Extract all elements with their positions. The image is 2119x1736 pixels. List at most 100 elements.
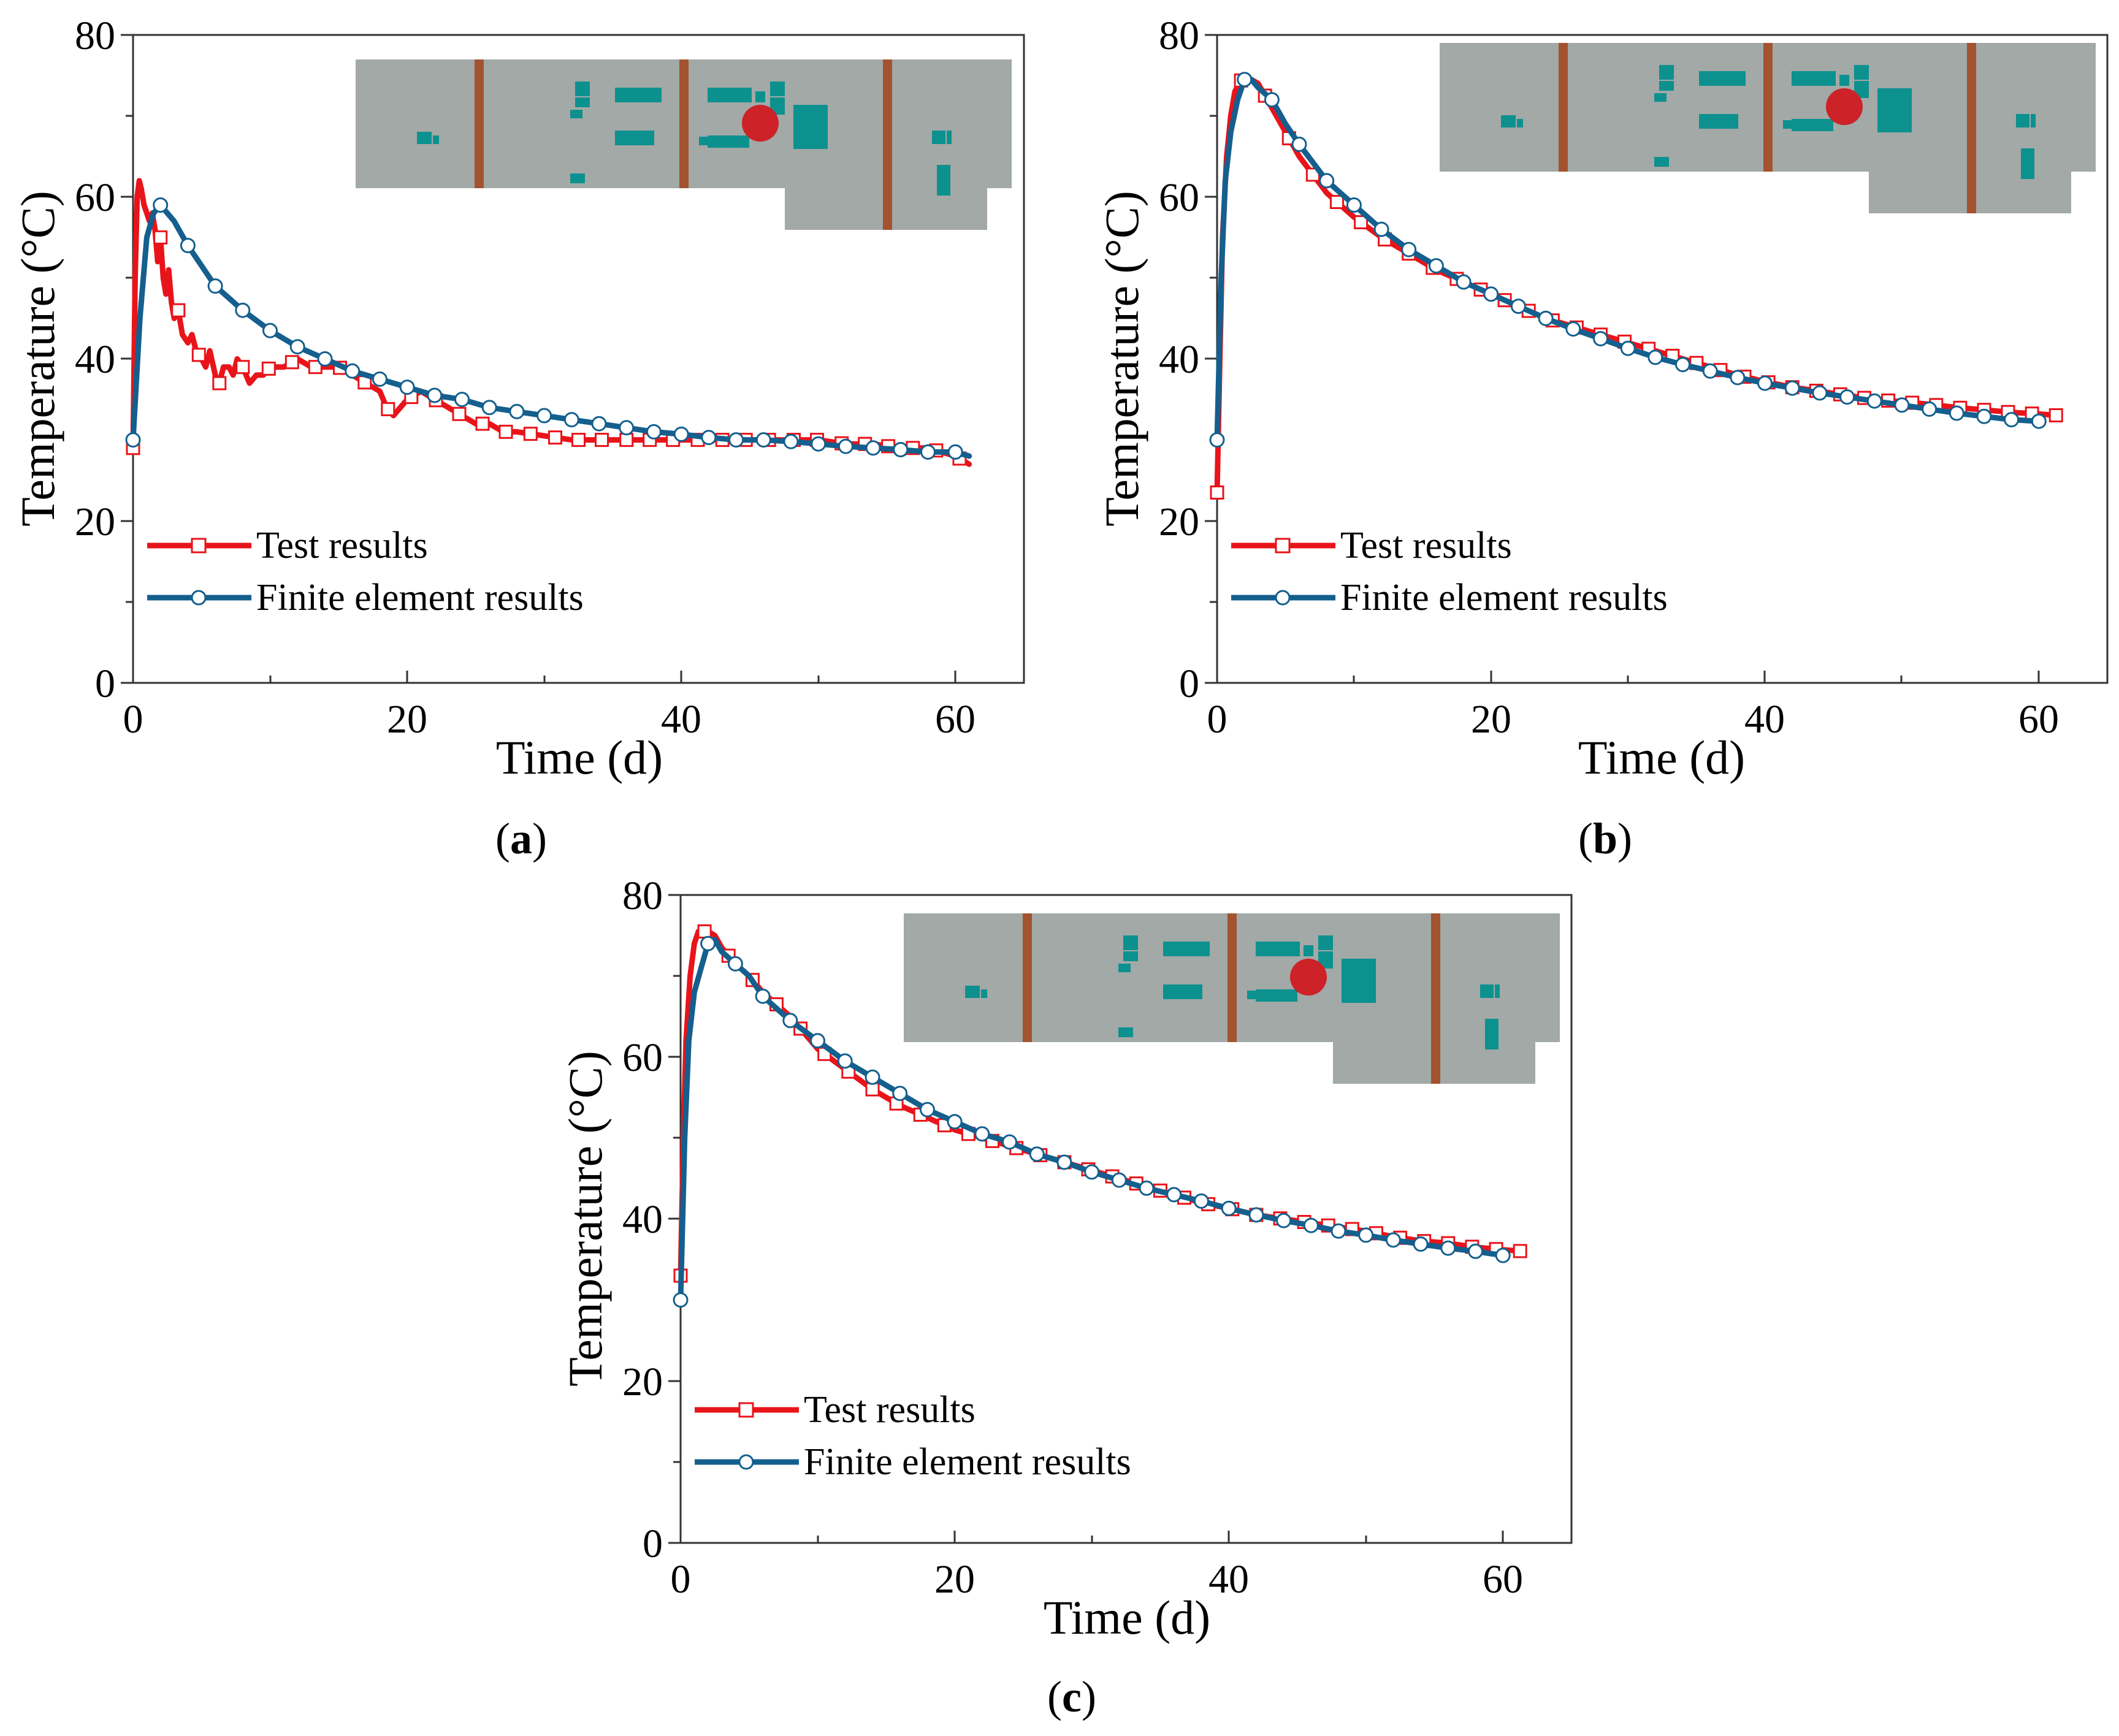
test-marker xyxy=(865,1082,880,1097)
fe-marker xyxy=(728,432,744,448)
y-axis-title: Temperature (°C) xyxy=(559,1051,612,1387)
fe-marker xyxy=(1620,340,1636,356)
fe-marker xyxy=(1593,331,1608,346)
test-marker xyxy=(571,433,586,447)
fe-marker xyxy=(1675,357,1690,373)
fe-marker xyxy=(700,935,716,951)
fe-marker xyxy=(1812,385,1828,401)
fe-marker xyxy=(1440,1240,1456,1256)
fe-marker xyxy=(235,302,251,318)
test-marker xyxy=(2048,408,2063,422)
fe-marker xyxy=(1303,1217,1319,1233)
fe-marker xyxy=(1757,375,1773,391)
fe-marker xyxy=(837,1053,853,1069)
fe-marker xyxy=(1002,1134,1017,1150)
section-inset xyxy=(356,59,1012,230)
fe-marker xyxy=(317,351,333,367)
legend: Test results Finite element results xyxy=(147,525,584,619)
y-tick-label: 60 xyxy=(1159,175,1199,220)
fe-marker xyxy=(1264,92,1280,108)
fe-marker xyxy=(1373,221,1389,237)
test-marker xyxy=(498,424,513,439)
fe-marker xyxy=(1730,370,1746,386)
fe-marker xyxy=(1319,173,1335,189)
fe-marker xyxy=(1784,380,1800,396)
test-marker xyxy=(308,360,323,375)
panel-label-b: (b) xyxy=(1578,814,1632,863)
fe-marker xyxy=(262,322,278,338)
fe-marker xyxy=(1495,1247,1511,1263)
y-tick-label: 20 xyxy=(622,1360,663,1404)
fe-marker xyxy=(619,420,635,436)
fe-marker xyxy=(1894,397,1910,413)
fe-marker xyxy=(1456,274,1472,290)
fe-marker xyxy=(1565,321,1581,337)
fe-marker xyxy=(1331,1223,1346,1239)
fe-marker xyxy=(755,988,771,1004)
y-tick-label: 40 xyxy=(1159,337,1199,382)
y-axis: 0 20 40 60 80 Temperature (°C) xyxy=(559,874,681,1566)
y-axis: 0 20 40 60 80 Temperature (°C) xyxy=(1095,13,1217,706)
fe-marker xyxy=(783,433,799,449)
fe-marker xyxy=(1413,1236,1429,1252)
fe-marker xyxy=(782,1013,798,1029)
fe-marker xyxy=(591,416,607,432)
fe-marker xyxy=(180,238,196,253)
legend-test: Test results xyxy=(256,525,428,566)
x-tick-label: 20 xyxy=(387,697,427,742)
fe-marker xyxy=(1237,72,1253,88)
legend-fe: Finite element results xyxy=(804,1441,1131,1483)
series-finite-element-results xyxy=(1209,72,2047,448)
y-tick-label: 60 xyxy=(75,175,115,220)
x-axis-title: Time (d) xyxy=(496,731,663,784)
fe-marker xyxy=(1922,401,1938,417)
fe-marker xyxy=(125,432,141,448)
x-axis: 0 20 40 60 Time (d) xyxy=(671,1531,1523,1644)
fe-marker xyxy=(810,1033,825,1049)
series-layer xyxy=(1209,72,2063,500)
y-tick-label: 80 xyxy=(622,874,663,918)
legend: Test results Finite element results xyxy=(695,1389,1131,1483)
y-tick-label: 20 xyxy=(75,500,115,544)
fe-marker xyxy=(892,1086,908,1102)
test-marker xyxy=(171,303,186,318)
fe-marker xyxy=(1276,1213,1292,1228)
x-tick-label: 20 xyxy=(934,1557,975,1602)
test-marker xyxy=(381,402,395,416)
fe-marker xyxy=(1401,242,1417,257)
fe-marker xyxy=(1084,1164,1100,1180)
test-marker xyxy=(153,230,168,245)
x-tick-label: 20 xyxy=(1471,697,1511,742)
series-finite-element-results xyxy=(125,197,972,460)
fe-marker xyxy=(153,197,169,213)
fe-marker xyxy=(1538,310,1554,326)
test-marker xyxy=(1210,485,1224,500)
y-tick-label: 80 xyxy=(75,13,115,58)
section-inset xyxy=(1440,43,2096,213)
panel-label-c: (c) xyxy=(1047,1672,1096,1721)
fe-marker xyxy=(727,956,743,972)
fe-marker xyxy=(755,432,771,448)
fe-marker xyxy=(1510,299,1526,314)
fe-marker xyxy=(893,442,909,457)
fe-marker xyxy=(1468,1243,1483,1259)
x-axis-title: Time (d) xyxy=(1044,1591,1210,1644)
series-layer xyxy=(673,924,1527,1308)
panel-b: 0 20 40 60 80 Temperature (°C) 0 20 40 6… xyxy=(1095,13,2109,863)
y-tick-label: 40 xyxy=(75,337,115,382)
x-tick-label: 60 xyxy=(1483,1557,1523,1602)
fe-marker xyxy=(1866,393,1882,409)
x-axis-title: Time (d) xyxy=(1578,731,1745,784)
fe-marker xyxy=(2004,412,2020,428)
y-tick-label: 0 xyxy=(95,661,115,706)
x-axis: 0 20 40 60 Time (d) xyxy=(1207,671,2059,784)
legend-test: Test results xyxy=(1340,525,1512,566)
test-marker xyxy=(452,406,467,421)
y-axis: 0 20 40 60 80 Temperature (°C) xyxy=(11,13,133,706)
panel-c: 0 20 40 60 80 Temperature (°C) 0 20 40 6… xyxy=(559,874,1573,1721)
fe-marker xyxy=(536,408,552,424)
x-tick-label: 0 xyxy=(1207,697,1227,742)
fe-marker xyxy=(207,278,223,294)
fe-marker xyxy=(865,440,881,456)
section-inset xyxy=(904,913,1560,1084)
